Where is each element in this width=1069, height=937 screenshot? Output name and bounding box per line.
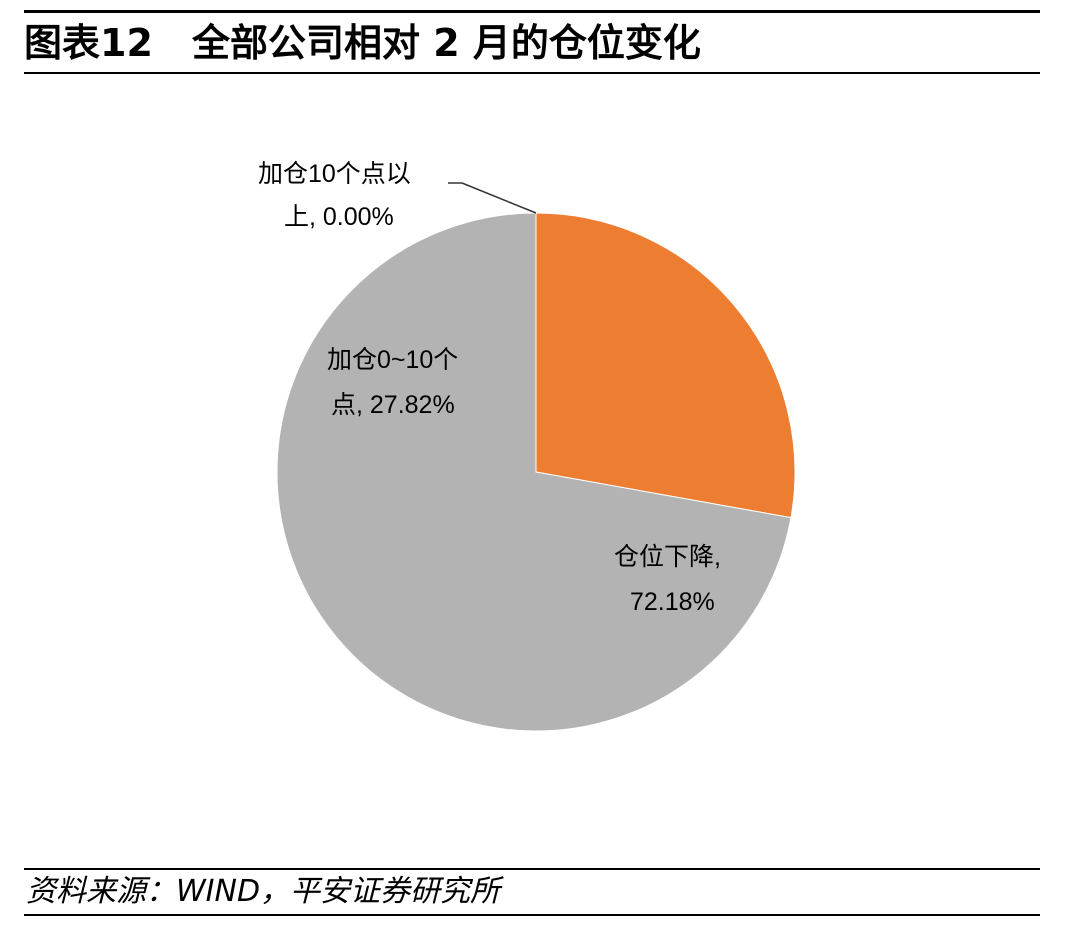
figure-number: 图表12 [24,21,153,65]
figure-title: 图表12 全部公司相对 2 月的仓位变化 [24,14,701,72]
figure-title-text: 全部公司相对 2 月的仓位变化 [192,21,701,65]
slice-label-orange-line2: 点, 27.82% [331,391,455,419]
footer-rule-top [24,868,1040,870]
label-leader-line [461,182,537,214]
slice-label-top-line2: 上, 0.00% [284,203,394,231]
source-note: 资料来源：WIND，平安证券研究所 [26,874,501,909]
top-rule [24,10,1040,13]
slice-label-orange-line1: 加仓0~10个 [327,346,458,374]
title-rule [24,72,1040,74]
footer-rule-bottom [24,914,1040,916]
slice-label-grey-line2: 72.18% [630,588,715,616]
slice-label-top-line1: 加仓10个点以 [258,160,411,188]
pie-slices [276,212,796,732]
pie-slice-1 [535,212,796,519]
pie-slice-2 [276,212,792,732]
slice-label-grey-line1: 仓位下降, [614,543,721,571]
